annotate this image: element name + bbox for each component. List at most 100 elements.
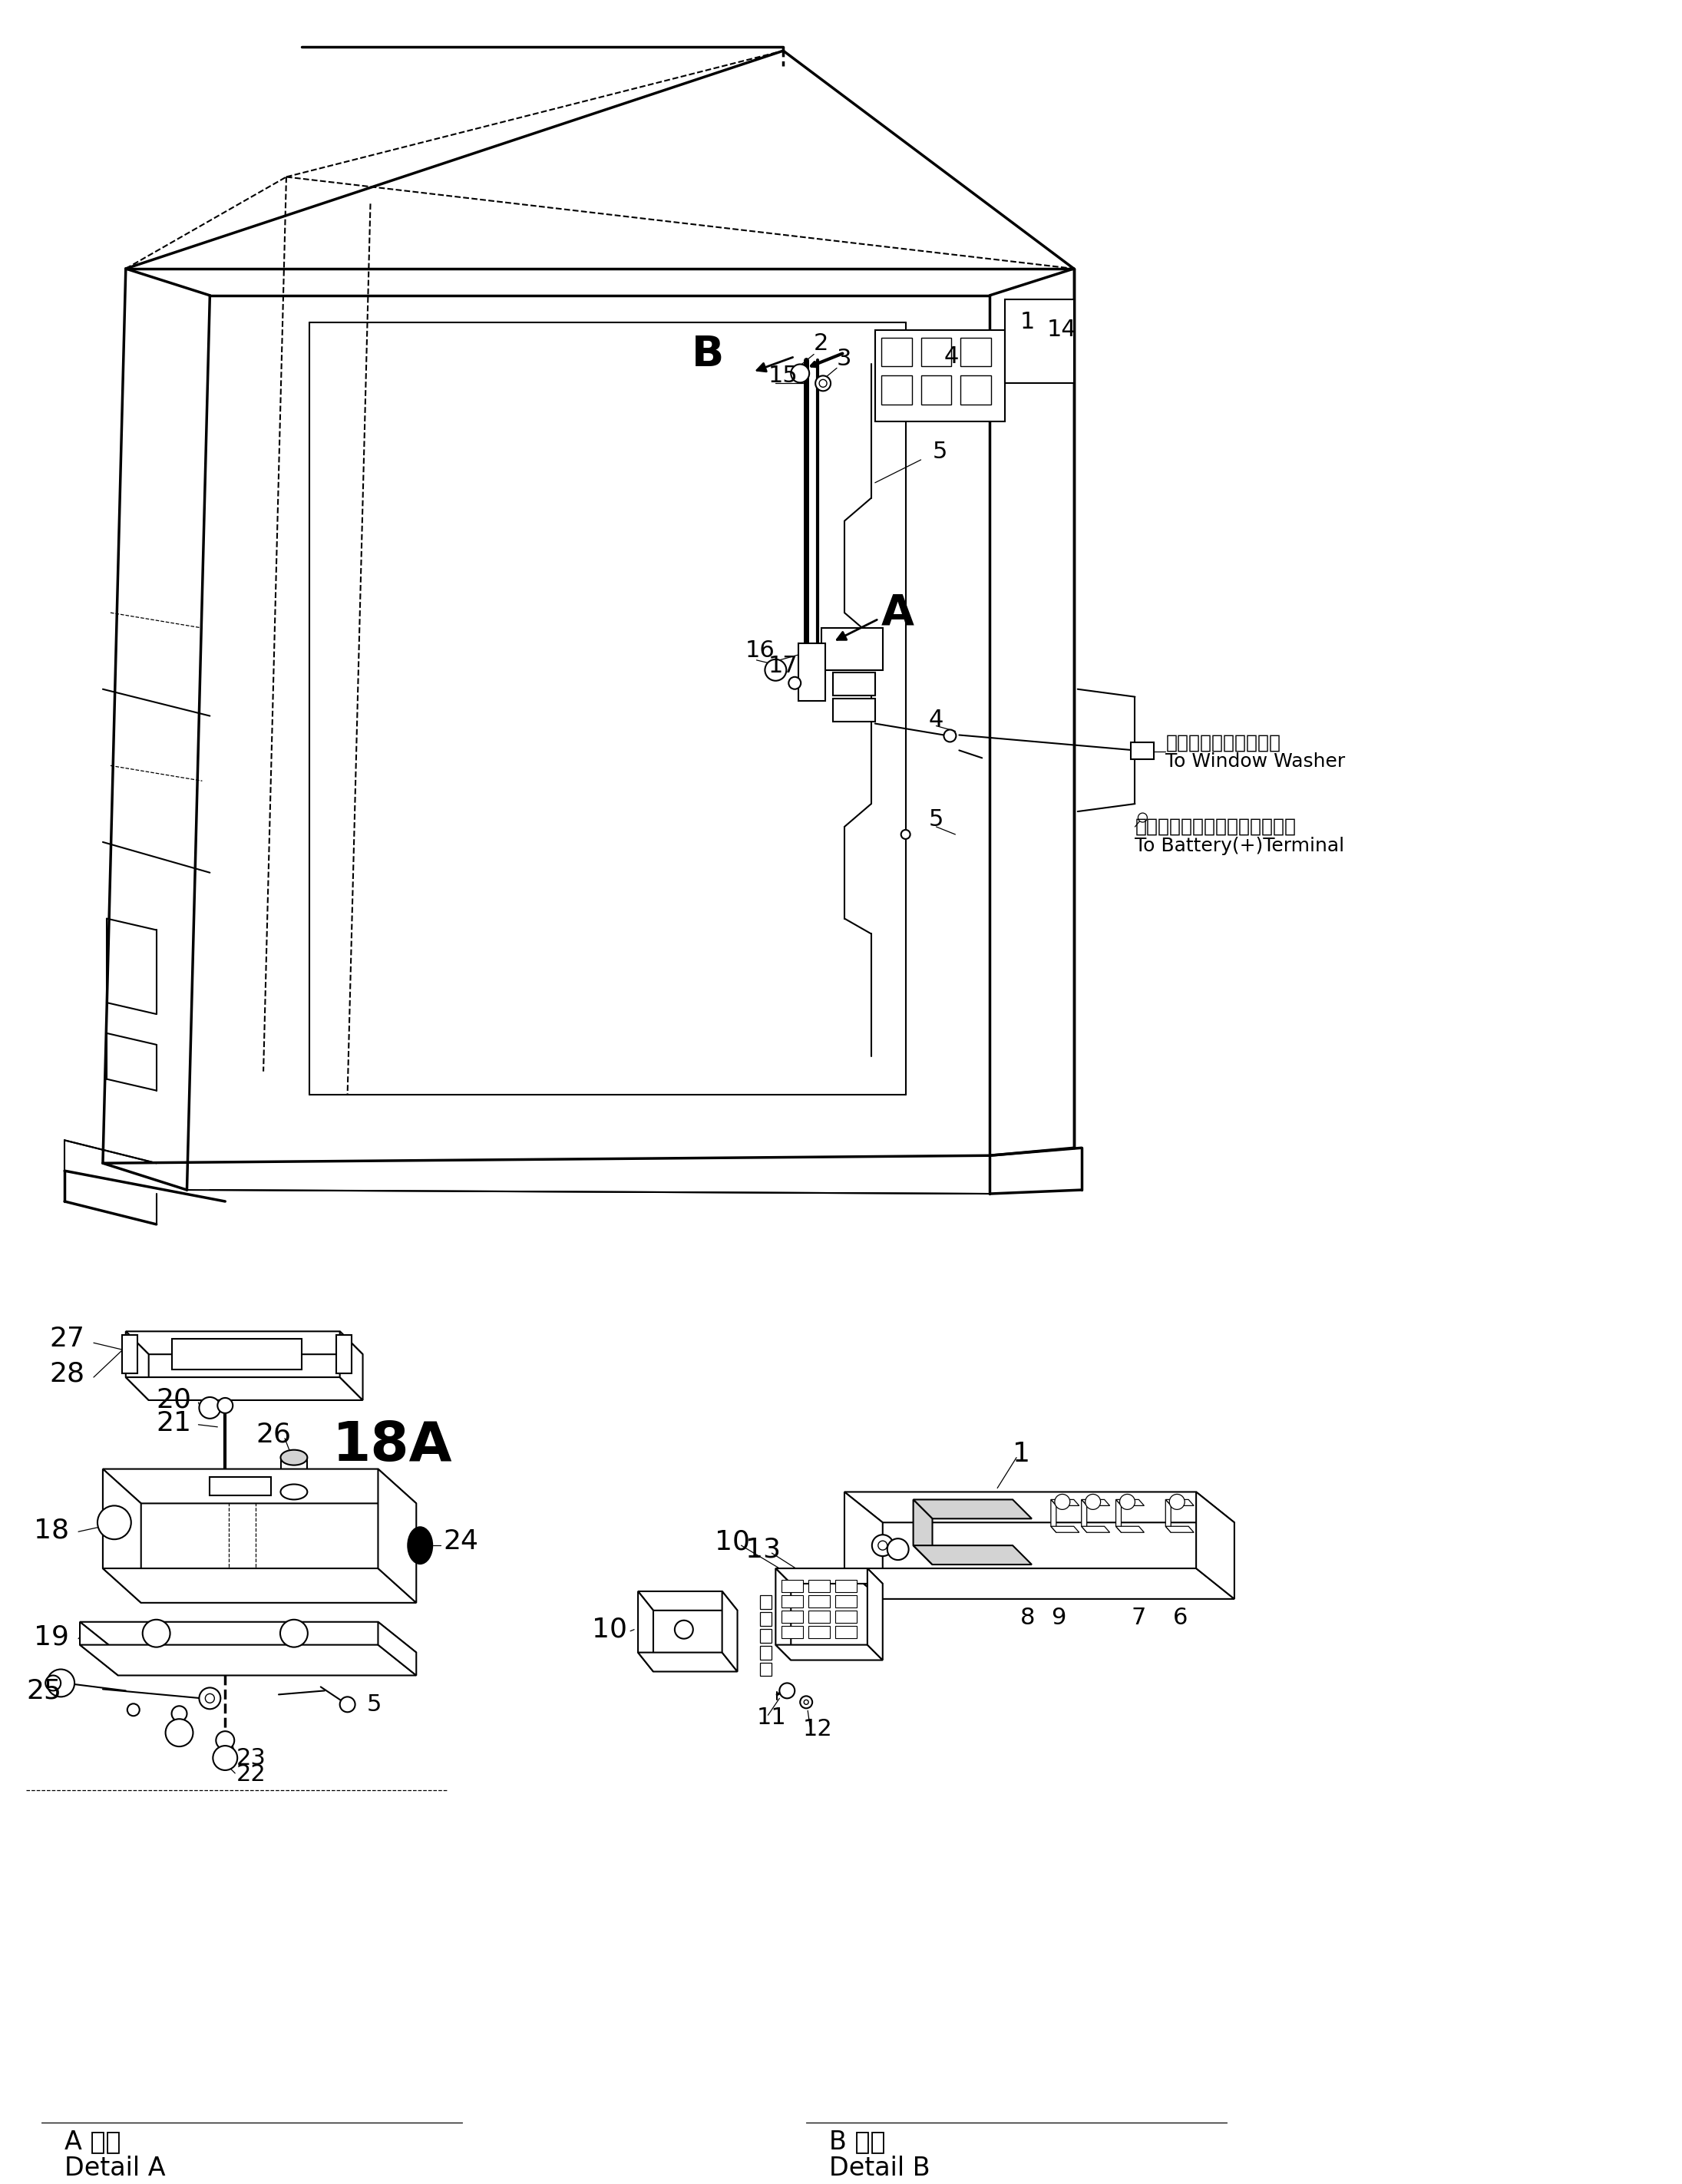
Circle shape [779, 1684, 794, 1699]
Polygon shape [844, 1492, 1235, 1522]
Text: 13: 13 [745, 1535, 780, 1562]
Bar [836, 1594, 856, 1607]
Circle shape [198, 1398, 220, 1420]
Text: 6: 6 [1174, 1607, 1187, 1629]
Text: To Window Washer: To Window Washer [1166, 753, 1346, 771]
Polygon shape [1051, 1500, 1056, 1533]
Circle shape [217, 1398, 232, 1413]
Circle shape [791, 365, 809, 382]
Text: 2: 2 [814, 332, 829, 354]
Circle shape [143, 1621, 170, 1647]
Bar [821, 629, 883, 670]
Circle shape [1169, 1494, 1184, 1509]
Circle shape [281, 1621, 308, 1647]
Bar [922, 339, 952, 367]
Text: 3: 3 [836, 347, 851, 369]
Polygon shape [1051, 1500, 1080, 1505]
Text: 8: 8 [1021, 1607, 1034, 1629]
Text: 17: 17 [769, 655, 797, 677]
Text: ウインドウォッシャへ: ウインドウォッシャへ [1166, 734, 1280, 751]
Polygon shape [1166, 1527, 1194, 1533]
Circle shape [165, 1719, 193, 1747]
Polygon shape [126, 1332, 363, 1354]
Polygon shape [637, 1653, 737, 1671]
Polygon shape [913, 1500, 1031, 1518]
Text: 5: 5 [932, 441, 947, 463]
Circle shape [765, 660, 785, 681]
Bar [782, 1610, 802, 1623]
Bar [782, 1625, 802, 1638]
Ellipse shape [281, 1485, 308, 1500]
Circle shape [878, 1542, 888, 1551]
Ellipse shape [407, 1527, 432, 1564]
Circle shape [674, 1621, 693, 1638]
Polygon shape [1196, 1492, 1235, 1599]
Text: 24: 24 [442, 1529, 478, 1555]
Circle shape [944, 729, 955, 743]
Polygon shape [844, 1492, 883, 1599]
Circle shape [215, 1732, 234, 1749]
Bar [881, 339, 912, 367]
Circle shape [816, 376, 831, 391]
Bar [760, 1594, 772, 1610]
Text: 10: 10 [715, 1529, 750, 1555]
Polygon shape [637, 1592, 737, 1610]
Bar [760, 1645, 772, 1660]
Text: 22: 22 [237, 1765, 266, 1787]
Polygon shape [103, 1470, 141, 1603]
Text: 28: 28 [49, 1361, 84, 1387]
Polygon shape [103, 1568, 415, 1603]
Text: バッテリー（＋）ターミナルへ: バッテリー（＋）ターミナルへ [1135, 817, 1297, 836]
Bar [960, 339, 991, 367]
Bar [809, 1610, 829, 1623]
Circle shape [902, 830, 910, 839]
Circle shape [888, 1538, 908, 1559]
Bar [121, 1334, 138, 1374]
Bar [760, 1629, 772, 1642]
Text: B: B [691, 334, 723, 376]
Bar [760, 1612, 772, 1625]
Circle shape [801, 1697, 812, 1708]
Polygon shape [844, 1568, 1235, 1599]
Polygon shape [775, 1568, 883, 1583]
Polygon shape [1166, 1500, 1194, 1505]
Polygon shape [79, 1623, 118, 1675]
Circle shape [128, 1704, 140, 1717]
Polygon shape [378, 1470, 415, 1603]
Text: 14: 14 [1048, 319, 1076, 341]
Polygon shape [913, 1546, 1031, 1564]
Polygon shape [378, 1623, 415, 1675]
Bar [836, 1625, 856, 1638]
Text: 11: 11 [757, 1706, 785, 1728]
Text: To Battery(+)Terminal: To Battery(+)Terminal [1135, 836, 1344, 856]
Polygon shape [1166, 1500, 1171, 1533]
Bar [836, 1610, 856, 1623]
Text: 21: 21 [156, 1411, 192, 1437]
Text: 4: 4 [944, 345, 959, 367]
Bar [336, 1334, 352, 1374]
Polygon shape [1082, 1527, 1110, 1533]
Bar [881, 376, 912, 404]
Bar [833, 699, 875, 721]
Circle shape [789, 677, 801, 690]
Polygon shape [868, 1568, 883, 1660]
Polygon shape [775, 1568, 791, 1660]
Bar [1006, 299, 1073, 384]
Bar [875, 330, 1006, 422]
Text: Detail B: Detail B [829, 2156, 930, 2182]
Bar [809, 1625, 829, 1638]
Bar [922, 376, 952, 404]
Circle shape [1055, 1494, 1070, 1509]
Text: 1: 1 [1013, 1441, 1031, 1468]
Text: 12: 12 [802, 1719, 833, 1741]
Text: 4: 4 [928, 708, 944, 732]
Text: 1: 1 [1021, 310, 1034, 334]
Text: 15: 15 [769, 365, 797, 387]
Bar [172, 1339, 301, 1369]
Bar [809, 1579, 829, 1592]
Circle shape [172, 1706, 187, 1721]
Text: 18: 18 [34, 1518, 69, 1544]
Text: A 詳細: A 詳細 [64, 2129, 121, 2153]
Circle shape [45, 1675, 61, 1690]
Polygon shape [1082, 1500, 1087, 1533]
